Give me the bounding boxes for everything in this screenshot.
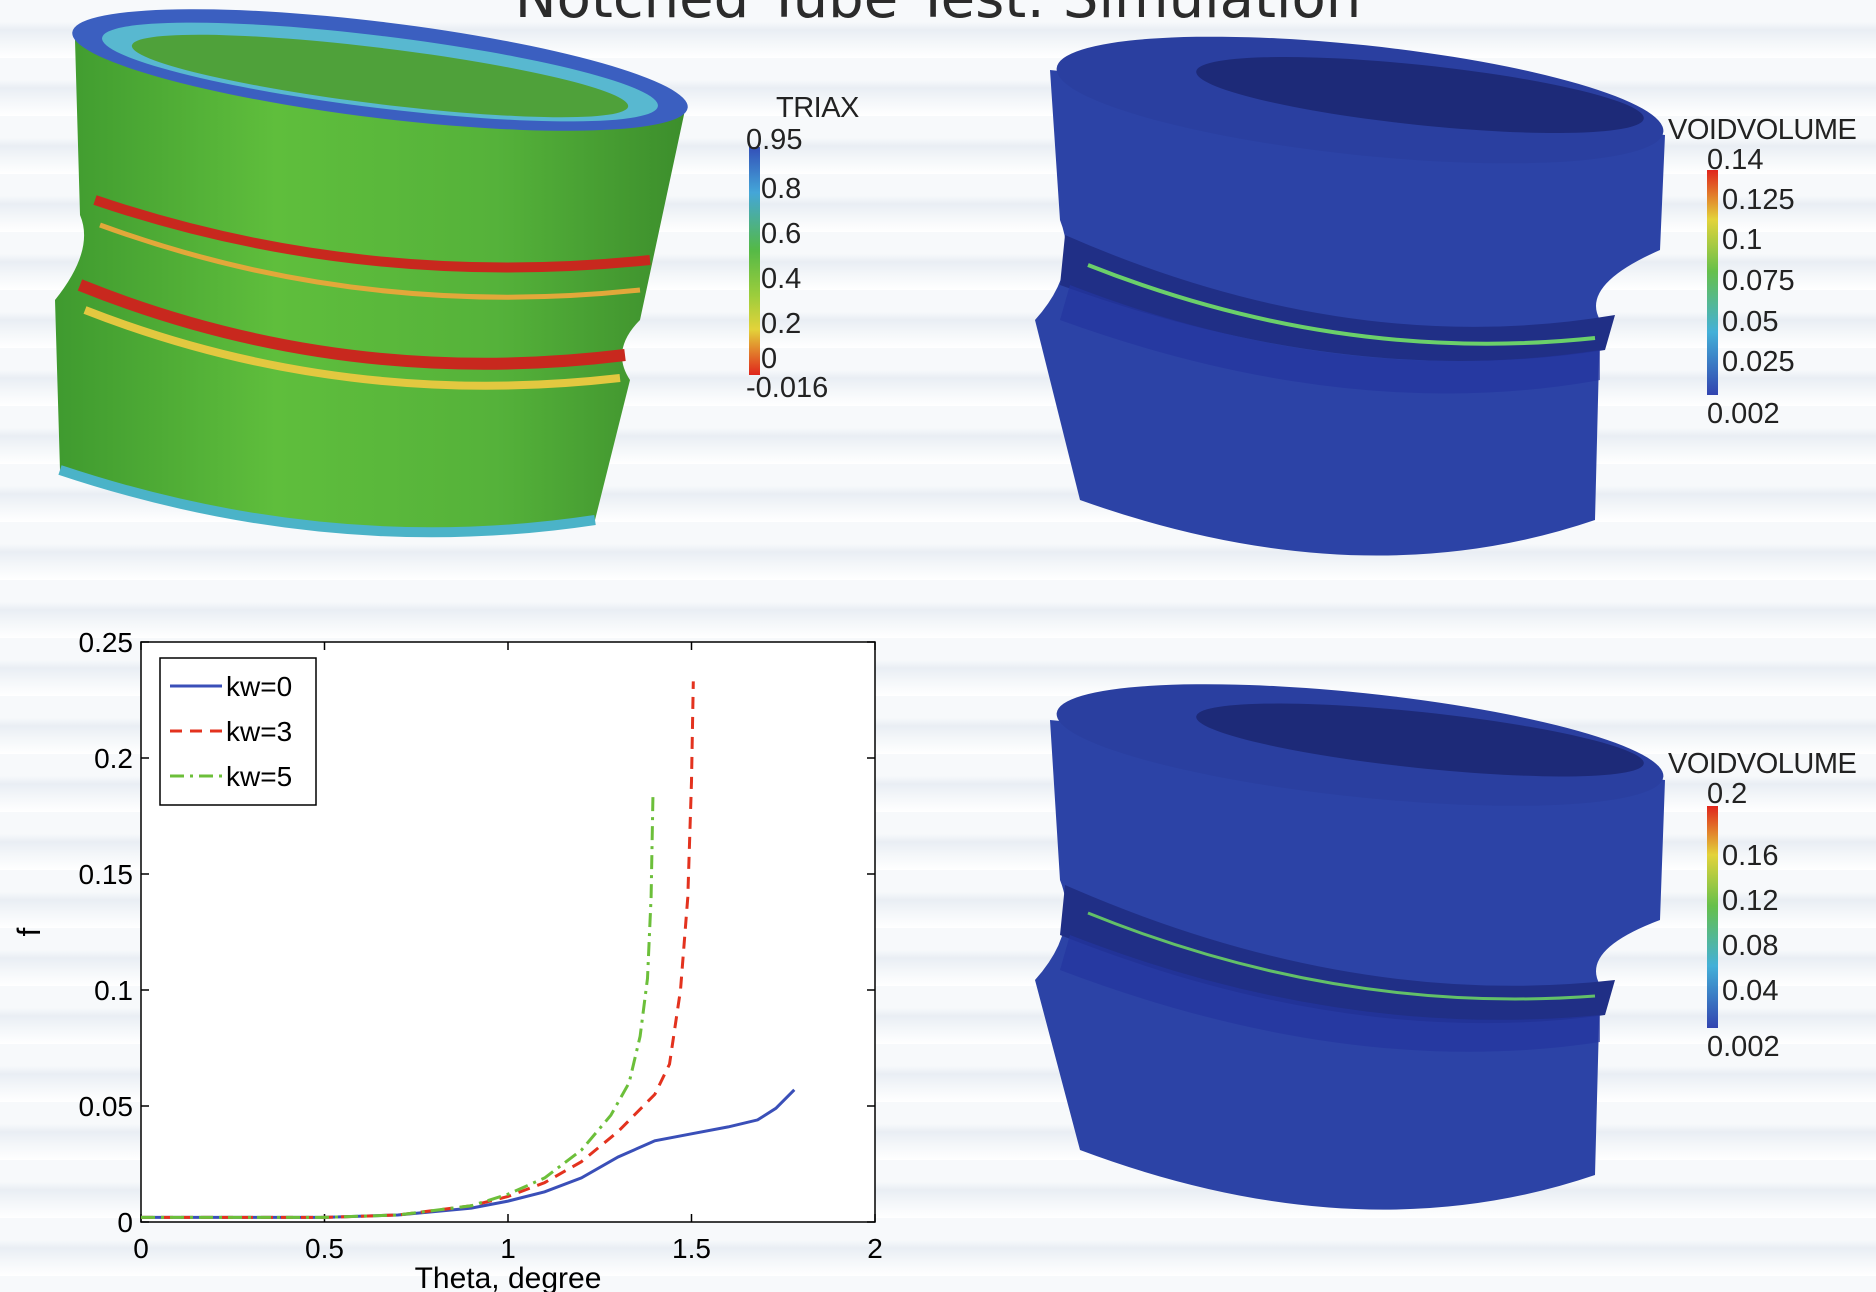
triax-tube-panel [0, 0, 900, 560]
void2-tick-3: 0.08 [1722, 930, 1779, 962]
legend-label: kw=0 [226, 671, 292, 702]
legend-label: kw=5 [226, 761, 292, 792]
void2-tick-4: 0.04 [1722, 975, 1779, 1007]
void-legend-title-2: VOIDVOLUME [1668, 748, 1857, 780]
void-tube-panel-2 [1020, 680, 1680, 1240]
void1-tick-5: 0.025 [1722, 346, 1795, 378]
legend-label: kw=3 [226, 716, 292, 747]
y-axis-label: f [11, 927, 47, 936]
void1-tick-0: 0.14 [1707, 144, 1764, 176]
x-tick-label: 1.5 [672, 1233, 711, 1264]
void1-tick-6: 0.002 [1707, 398, 1780, 430]
void2-tick-1: 0.16 [1722, 840, 1779, 872]
triax-tube-render [55, 9, 688, 538]
void-colorbar-1 [1707, 170, 1718, 395]
y-tick-label: 0 [117, 1207, 133, 1238]
triax-tick-2: 0.6 [761, 218, 802, 250]
void-tube-panel-1 [1020, 20, 1680, 590]
y-tick-label: 0.1 [94, 975, 133, 1006]
chart-legend: kw=0 kw=3 kw=5 [159, 657, 317, 806]
x-axis-label: Theta, degree [415, 1262, 602, 1292]
void-legend-title-1: VOIDVOLUME [1668, 114, 1857, 146]
void-tube-render-2 [1035, 684, 1665, 1210]
void2-tick-0: 0.2 [1707, 778, 1748, 810]
x-tick-label: 2 [867, 1233, 883, 1264]
x-tick-label: 0 [133, 1233, 149, 1264]
triax-legend-title: TRIAX [776, 92, 859, 124]
void-tube-render-1 [1035, 36, 1665, 556]
legend-box [159, 657, 317, 806]
void1-tick-4: 0.05 [1722, 306, 1779, 338]
y-tick-label: 0.2 [94, 743, 133, 774]
void1-tick-3: 0.075 [1722, 265, 1795, 297]
void1-tick-2: 0.1 [1722, 224, 1763, 256]
x-tick-label: 1 [500, 1233, 516, 1264]
f-vs-theta-chart: 0 0.05 0.1 0.15 0.2 0.25 0 0.5 1 1.5 2 f Theta, d… [11, 627, 883, 1292]
void1-tick-1: 0.125 [1722, 184, 1795, 216]
triax-tick-1: 0.8 [761, 173, 802, 205]
page-title: Notched Tube Test: Simulation [0, 0, 1876, 31]
triax-tick-5: 0 [761, 343, 778, 375]
x-tick-label: 0.5 [305, 1233, 344, 1264]
y-tick-label: 0.15 [79, 859, 134, 890]
void2-tick-2: 0.12 [1722, 885, 1779, 917]
void2-tick-5: 0.002 [1707, 1031, 1780, 1063]
triax-tick-3: 0.4 [761, 263, 802, 295]
series-line-kw=5 [141, 792, 655, 1219]
void-colorbar-2 [1707, 806, 1718, 1028]
triax-tick-4: 0.2 [761, 308, 802, 340]
triax-colorbar [749, 147, 760, 375]
y-tick-label: 0.05 [79, 1091, 134, 1122]
triax-tick-0: 0.95 [746, 124, 803, 156]
triax-tick-6: -0.016 [746, 372, 829, 404]
y-tick-label: 0.25 [79, 627, 134, 658]
